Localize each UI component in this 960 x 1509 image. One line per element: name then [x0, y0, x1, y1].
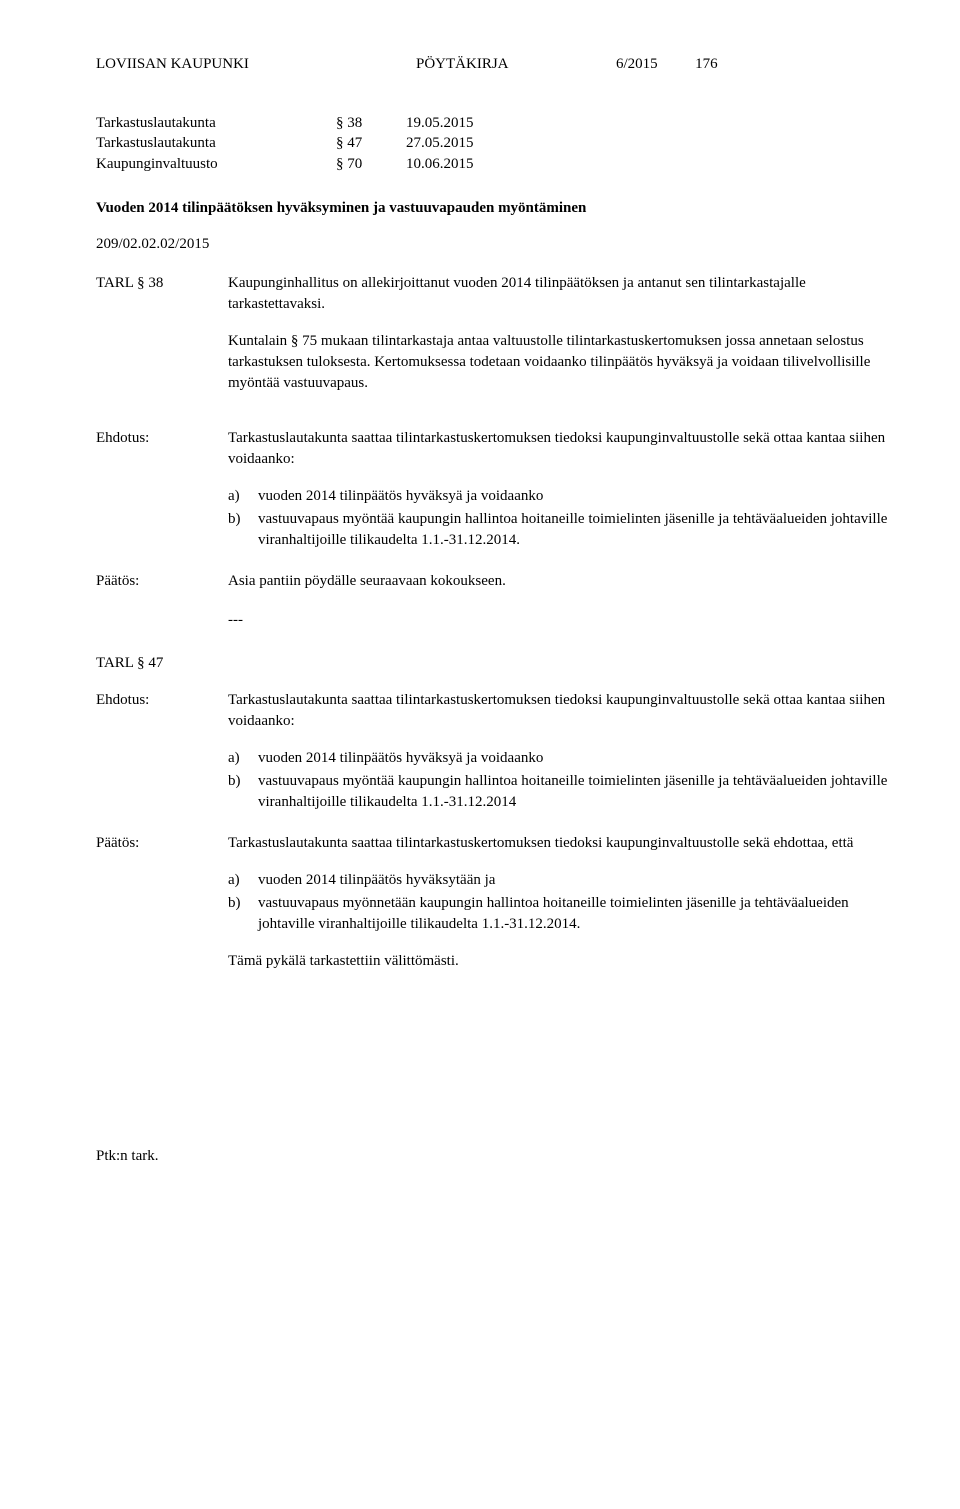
separator-row: ---	[96, 610, 888, 631]
meeting-date: 10.06.2015	[406, 154, 536, 174]
paatos-label: Päätös:	[96, 571, 228, 592]
meeting-body: Tarkastuslautakunta	[96, 113, 336, 133]
item-a-text: vuoden 2014 tilinpäätös hyväksyä ja void…	[258, 486, 888, 507]
tarl38-paatos: Päätös: Asia pantiin pöydälle seuraavaan…	[96, 571, 888, 592]
ehdotus-label: Ehdotus:	[96, 428, 228, 553]
meeting-body: Kaupunginvaltuusto	[96, 154, 336, 174]
page-header: LOVIISAN KAUPUNKI PÖYTÄKIRJA 6/2015 176	[96, 56, 888, 73]
item-a-label: a)	[228, 870, 258, 891]
closing-text: Tämä pykälä tarkastettiin välittömästi.	[228, 951, 888, 972]
ehdotus-item-b: b) vastuuvapaus myöntää kaupungin hallin…	[228, 509, 888, 551]
tarl47-paatos: Päätös: Tarkastuslautakunta saattaa tili…	[96, 833, 888, 988]
item-b-text: vastuuvapaus myönnetään kaupungin hallin…	[258, 893, 888, 935]
ehdotus-label: Ehdotus:	[96, 690, 228, 815]
meeting-row: Tarkastuslautakunta § 38 19.05.2015	[96, 113, 888, 133]
paatos-intro: Tarkastuslautakunta saattaa tilintarkast…	[228, 833, 888, 854]
item-b-label: b)	[228, 509, 258, 551]
header-issue: 6/2015	[616, 56, 658, 72]
paatos-item-a: a) vuoden 2014 tilinpäätös hyväksytään j…	[228, 870, 888, 891]
tarl38-p2: Kuntalain § 75 mukaan tilintarkastaja an…	[228, 331, 888, 394]
paatos-body: Tarkastuslautakunta saattaa tilintarkast…	[228, 833, 888, 988]
meeting-date: 19.05.2015	[406, 113, 536, 133]
ehdotus-intro: Tarkastuslautakunta saattaa tilintarkast…	[228, 428, 888, 470]
tarl47-label: TARL § 47	[96, 655, 888, 672]
item-b-text: vastuuvapaus myöntää kaupungin hallintoa…	[258, 771, 888, 813]
item-b-label: b)	[228, 893, 258, 935]
ehdotus-intro: Tarkastuslautakunta saattaa tilintarkast…	[228, 690, 888, 732]
header-org: LOVIISAN KAUPUNKI	[96, 56, 416, 73]
ehdotus-body: Tarkastuslautakunta saattaa tilintarkast…	[228, 428, 888, 553]
meeting-section: § 38	[336, 113, 406, 133]
tarl38-label: TARL § 38	[96, 273, 228, 410]
item-a-text: vuoden 2014 tilinpäätös hyväksyä ja void…	[258, 748, 888, 769]
item-b-label: b)	[228, 771, 258, 813]
ehdotus-item-a: a) vuoden 2014 tilinpäätös hyväksyä ja v…	[228, 486, 888, 507]
meeting-rows: Tarkastuslautakunta § 38 19.05.2015 Tark…	[96, 113, 888, 174]
separator-indent	[96, 610, 228, 631]
ehdotus-item-a: a) vuoden 2014 tilinpäätös hyväksyä ja v…	[228, 748, 888, 769]
item-a-label: a)	[228, 748, 258, 769]
case-title: Vuoden 2014 tilinpäätöksen hyväksyminen …	[96, 198, 888, 218]
separator: ---	[228, 610, 243, 631]
header-page-number: 176	[695, 56, 718, 72]
tarl38-ehdotus: Ehdotus: Tarkastuslautakunta saattaa til…	[96, 428, 888, 553]
header-doctype: PÖYTÄKIRJA	[416, 56, 616, 73]
ehdotus-body: Tarkastuslautakunta saattaa tilintarkast…	[228, 690, 888, 815]
case-number: 209/02.02.02/2015	[96, 236, 888, 253]
meeting-body: Tarkastuslautakunta	[96, 133, 336, 153]
footer-text: Ptk:n tark.	[96, 1148, 159, 1164]
meeting-row: Kaupunginvaltuusto § 70 10.06.2015	[96, 154, 888, 174]
tarl38-block: TARL § 38 Kaupunginhallitus on allekirjo…	[96, 273, 888, 410]
meeting-section: § 47	[336, 133, 406, 153]
item-b-text: vastuuvapaus myöntää kaupungin hallintoa…	[258, 509, 888, 551]
paatos-label: Päätös:	[96, 833, 228, 988]
page: LOVIISAN KAUPUNKI PÖYTÄKIRJA 6/2015 176 …	[0, 0, 960, 1205]
meeting-date: 27.05.2015	[406, 133, 536, 153]
header-issue-page: 6/2015 176	[616, 56, 888, 73]
tarl38-body: Kaupunginhallitus on allekirjoittanut vu…	[228, 273, 888, 410]
tarl38-p1: Kaupunginhallitus on allekirjoittanut vu…	[228, 273, 888, 315]
footer: Ptk:n tark.	[96, 1148, 888, 1165]
tarl47-ehdotus: Ehdotus: Tarkastuslautakunta saattaa til…	[96, 690, 888, 815]
item-a-text: vuoden 2014 tilinpäätös hyväksytään ja	[258, 870, 888, 891]
paatos-body: Asia pantiin pöydälle seuraavaan kokouks…	[228, 571, 888, 592]
item-a-label: a)	[228, 486, 258, 507]
paatos-text: Asia pantiin pöydälle seuraavaan kokouks…	[228, 571, 888, 592]
meeting-section: § 70	[336, 154, 406, 174]
paatos-item-b: b) vastuuvapaus myönnetään kaupungin hal…	[228, 893, 888, 935]
ehdotus-item-b: b) vastuuvapaus myöntää kaupungin hallin…	[228, 771, 888, 813]
meeting-row: Tarkastuslautakunta § 47 27.05.2015	[96, 133, 888, 153]
